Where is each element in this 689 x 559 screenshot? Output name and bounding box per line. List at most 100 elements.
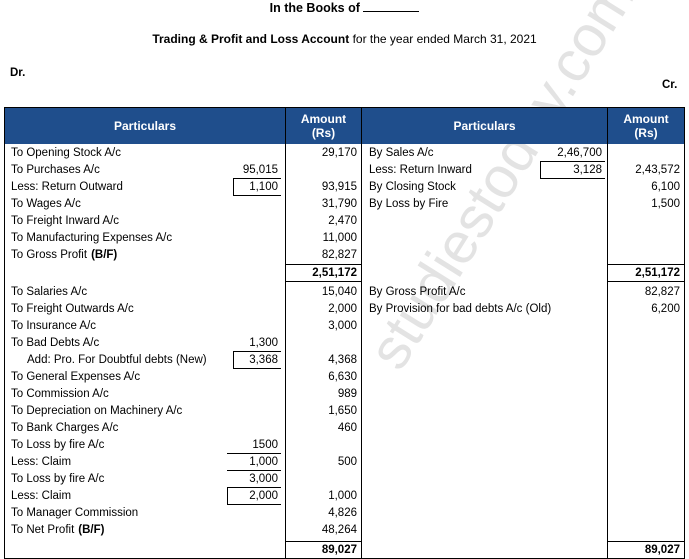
credit-row-amount: 6,100 xyxy=(651,181,680,193)
row-label-text: By Loss by Fire xyxy=(369,198,449,210)
credit-row-amount: 1,500 xyxy=(651,198,680,210)
subtotal-box-side xyxy=(233,178,234,196)
row-label-text: By Provision for bad debts A/c (Old) xyxy=(369,303,552,315)
debit-row-label: To Loss by fire A/c xyxy=(11,437,104,453)
credit-row-subamount: 2,46,700 xyxy=(557,147,602,159)
row-label-text: To General Expenses A/c xyxy=(11,371,141,383)
row-label-text: To Opening Stock A/c xyxy=(11,147,121,159)
debit-row-label: Add: Pro. For Doubtful debts (New) xyxy=(27,352,207,368)
subtotal-rule xyxy=(227,470,281,471)
subtotal-box-side xyxy=(233,351,234,369)
table-header: Particulars Amount (Rs) Particulars Amoun… xyxy=(5,108,684,144)
debit-row-amount: 82,827 xyxy=(321,249,357,261)
debit-row-label: To Loss by fire A/c xyxy=(11,471,104,487)
debit-row-amount: 2,470 xyxy=(328,215,357,227)
credit-row-amount: 6,200 xyxy=(651,303,680,315)
debit-row-amount: 1,000 xyxy=(328,490,357,502)
debit-rs-label: (Rs) xyxy=(311,126,336,140)
debit-row-amount: 11,000 xyxy=(322,232,357,244)
credit-row-label: By Provision for bad debts A/c (Old) xyxy=(369,301,551,317)
row-label-text: To Bad Debts A/c xyxy=(11,337,100,349)
debit-row-label: To Purchases A/c xyxy=(11,162,100,178)
divider-debit-amount xyxy=(285,108,286,558)
row-label-text: Less: Return Inward xyxy=(369,164,472,176)
debit-row-label: To General Expenses A/c xyxy=(11,369,140,385)
row-label-text: To Loss by fire A/c xyxy=(11,473,105,485)
debit-amount-label: Amount xyxy=(300,112,347,126)
account-title: Trading & Profit and Loss Account xyxy=(152,32,350,46)
debit-amount-header: Amount (Rs) xyxy=(286,108,361,144)
debit-row-label: To Salaries A/c xyxy=(11,284,87,300)
divider-credit-amount xyxy=(607,108,608,558)
subtotal-box-side xyxy=(227,487,228,505)
debit-row-label: To Commission A/c xyxy=(11,386,109,402)
debit-row-subamount: 2,000 xyxy=(249,490,278,502)
debit-row-label: To Net Profit (B/F) xyxy=(11,522,104,538)
debit-row-amount: 29,170 xyxy=(321,147,357,159)
debit-row-label: To Freight Inward A/c xyxy=(11,213,119,229)
row-label-text: Less: Claim xyxy=(11,456,72,468)
credit-rs-label: (Rs) xyxy=(634,126,658,140)
debit-particulars-header: Particulars xyxy=(113,119,177,133)
credit-particulars-header: Particulars xyxy=(453,119,516,133)
row-label-text: To Commission A/c xyxy=(11,388,109,400)
debit-row-amount: 1,650 xyxy=(328,405,357,417)
row-label-text: To Insurance A/c xyxy=(11,320,97,332)
row-label-text: By Closing Stock xyxy=(369,181,456,193)
credit-row-amount: 82,827 xyxy=(644,286,680,298)
books-of-heading: In the Books of xyxy=(0,0,689,15)
credit-row-label: By Sales A/c xyxy=(369,145,434,161)
row-label-text: To Depreciation on Machinery A/c xyxy=(11,405,183,417)
debit-row-subamount: 3,000 xyxy=(249,473,278,485)
debit-row-amount: 31,790 xyxy=(321,198,357,210)
debit-row-label: To Manufacturing Expenses A/c xyxy=(11,230,172,246)
debit-row-label: To Bank Charges A/c xyxy=(11,420,118,436)
debit-row-label: Less: Claim xyxy=(11,454,71,470)
credit-row-subamount: 3,128 xyxy=(573,164,602,176)
credit-row-label: By Loss by Fire xyxy=(369,196,448,212)
divider-center xyxy=(361,108,362,558)
debit-row-subamount: 3,368 xyxy=(249,354,278,366)
debit-row-amount: 2,000 xyxy=(328,303,357,315)
row-label-suffix: (B/F) xyxy=(91,249,118,261)
subtotal-box-side xyxy=(540,161,541,179)
credit-pl-total: 89,027 xyxy=(644,544,680,556)
debit-trading-total: 2,51,172 xyxy=(312,267,357,279)
debit-row-amount: 93,915 xyxy=(321,181,357,193)
row-label-text: By Sales A/c xyxy=(369,147,434,159)
account-heading: Trading & Profit and Loss Account for th… xyxy=(0,32,689,46)
debit-row-amount: 48,264 xyxy=(321,524,357,536)
trading-total-line xyxy=(286,264,361,265)
account-period: for the year ended March 31, 2021 xyxy=(352,32,537,46)
debit-row-amount: 4,826 xyxy=(328,507,357,519)
debit-row-amount: 500 xyxy=(337,456,357,468)
books-of-label: In the Books of xyxy=(269,1,360,15)
credit-amount-header: Amount (Rs) xyxy=(608,108,684,144)
credit-label: Cr. xyxy=(662,79,678,91)
debit-row-label: To Depreciation on Machinery A/c xyxy=(11,403,182,419)
debit-row-subamount: 95,015 xyxy=(242,164,278,176)
row-label-text: To Purchases A/c xyxy=(11,164,100,176)
subtotal-rule xyxy=(227,487,281,488)
trading-total-line-bottom xyxy=(286,281,361,282)
row-label-text: To Net Profit xyxy=(11,524,75,536)
credit-trading-total-line-bottom xyxy=(608,281,684,282)
subtotal-rule xyxy=(233,178,281,179)
debit-row-label: To Wages A/c xyxy=(11,196,81,212)
debit-label: Dr. xyxy=(10,67,26,79)
subtotal-rule xyxy=(233,351,281,352)
row-label-text: By Gross Profit A/c xyxy=(369,286,466,298)
debit-row-subamount: 1,300 xyxy=(249,337,278,349)
debit-row-amount: 460 xyxy=(337,422,357,434)
subtotal-rule xyxy=(540,161,605,162)
blank-line xyxy=(363,0,420,12)
account-table: Particulars Amount (Rs) Particulars Amoun… xyxy=(4,107,685,559)
debit-row-label: To Freight Outwards A/c xyxy=(11,301,134,317)
row-label-suffix: (B/F) xyxy=(78,524,105,536)
row-label-text: To Manufacturing Expenses A/c xyxy=(11,232,173,244)
debit-row-amount: 3,000 xyxy=(328,320,357,332)
row-label-text: To Wages A/c xyxy=(11,198,81,210)
debit-row-amount: 4,368 xyxy=(328,354,357,366)
debit-row-amount: 6,630 xyxy=(328,371,357,383)
credit-trading-total-line xyxy=(608,264,684,265)
